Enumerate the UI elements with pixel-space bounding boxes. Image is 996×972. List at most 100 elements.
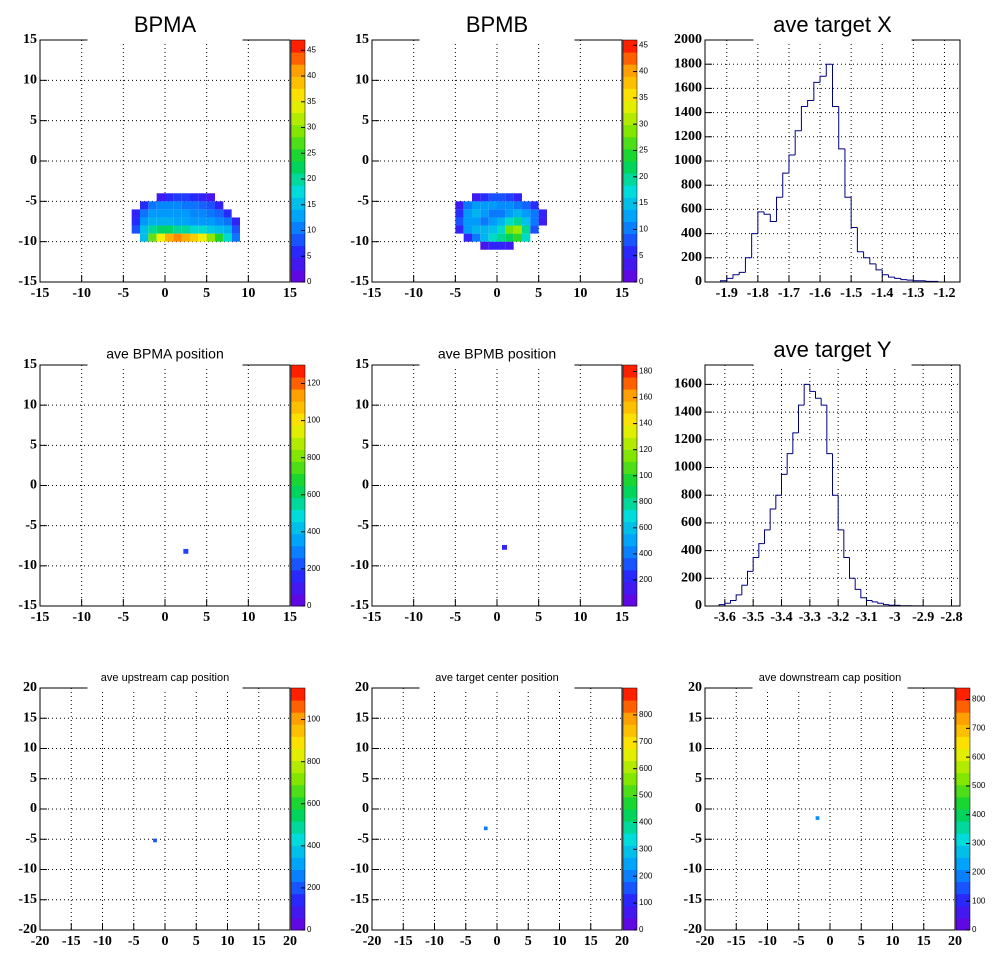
- z-tick-label: 600: [639, 523, 653, 532]
- hist-step: [881, 269, 889, 276]
- hist-step: [888, 604, 895, 606]
- y-tick-label: 0: [30, 801, 37, 816]
- heat-cell: [472, 233, 481, 242]
- color-band: [291, 401, 305, 414]
- x-tick-label: -15: [363, 610, 382, 625]
- x-tick-label: 10: [241, 286, 255, 301]
- y-tick-label: 5: [362, 438, 369, 453]
- heat-cell: [488, 233, 497, 242]
- hist-step: [894, 277, 901, 279]
- x-tick-label: 5: [535, 610, 542, 625]
- x-tick-label: 10: [573, 286, 587, 301]
- z-tick-label: 800: [639, 710, 653, 719]
- z-tick-label: 100: [972, 896, 986, 905]
- z-tick-label: 20: [307, 174, 316, 183]
- color-band: [291, 917, 305, 931]
- color-band: [291, 857, 305, 870]
- color-band: [291, 389, 305, 402]
- color-band: [623, 100, 637, 114]
- heat-cell: [181, 233, 190, 242]
- x-tick-label: -5: [449, 286, 461, 301]
- color-band: [623, 712, 637, 725]
- color-band: [623, 245, 637, 259]
- heat-cell: [505, 201, 514, 210]
- x-tick-label: -3.4: [770, 610, 792, 625]
- hist-step: [786, 453, 793, 475]
- heat-cell: [223, 209, 232, 218]
- hist-step: [809, 384, 816, 392]
- color-band: [291, 569, 305, 583]
- color-bar: [955, 687, 971, 931]
- color-band: [623, 581, 637, 595]
- hist-step: [800, 106, 808, 131]
- hist-step: [763, 211, 771, 215]
- x-tick-label: 10: [553, 934, 567, 949]
- z-tick-label: 15: [307, 200, 316, 209]
- y-tick-label: -5: [357, 518, 369, 533]
- heat-cell: [215, 225, 224, 234]
- x-tick-label: -10: [404, 610, 423, 625]
- color-band: [956, 736, 970, 749]
- color-band: [291, 112, 305, 126]
- hist-step: [724, 602, 731, 605]
- x-tick-label: -10: [404, 286, 423, 301]
- color-band: [291, 461, 305, 474]
- x-tick-label: -5: [460, 934, 472, 949]
- heat-cell: [502, 544, 507, 550]
- y-tick-label: 10: [23, 741, 37, 756]
- heat-cell: [173, 233, 182, 242]
- heat-cell: [198, 233, 207, 242]
- heat-cell: [165, 193, 174, 202]
- y-tick-label: 0: [362, 478, 369, 493]
- y-tick-label: 10: [355, 397, 369, 412]
- heat-cell: [463, 217, 472, 226]
- y-tick-label: 800: [681, 177, 702, 192]
- color-band: [623, 112, 637, 126]
- y-tick-label: 15: [688, 710, 702, 725]
- color-band: [623, 485, 637, 499]
- z-tick-label: 120: [639, 445, 653, 454]
- heat-cell: [513, 225, 522, 234]
- hist-step: [843, 529, 850, 559]
- y-tick-label: -15: [350, 598, 369, 613]
- y-tick-label: -20: [18, 922, 37, 937]
- hist-step: [856, 227, 864, 253]
- heat-cell: [488, 241, 497, 250]
- color-band: [623, 461, 637, 474]
- color-band: [623, 437, 637, 450]
- color-band: [623, 88, 637, 101]
- color-band: [291, 833, 305, 846]
- color-band: [291, 881, 305, 895]
- panel-title: ave target center position: [435, 672, 559, 684]
- x-tick-label: -1.2: [933, 286, 955, 301]
- y-tick-label: 1200: [674, 129, 702, 144]
- x-tick-label: -15: [394, 934, 413, 949]
- color-band: [623, 593, 637, 607]
- hist-step: [820, 398, 827, 406]
- heat-cell: [513, 209, 522, 218]
- color-band: [956, 712, 970, 725]
- panel-title: ave BPMB position: [438, 346, 556, 362]
- color-band: [956, 833, 970, 846]
- x-tick-label: -1.4: [871, 286, 893, 301]
- color-band: [956, 772, 970, 786]
- y-tick-label: -15: [350, 274, 369, 289]
- heat-cell: [153, 838, 157, 843]
- y-tick-label: 1000: [674, 153, 702, 168]
- hist-step: [871, 600, 878, 603]
- heat-cell: [530, 209, 539, 218]
- z-tick-label: 600: [972, 752, 986, 761]
- heat-cell: [497, 193, 506, 202]
- heat-cell: [455, 217, 464, 226]
- y-tick-label: -5: [357, 831, 369, 846]
- color-band: [291, 437, 305, 450]
- z-tick-label: 140: [639, 419, 653, 428]
- z-tick-label: 10: [639, 225, 648, 234]
- z-tick-label: 200: [639, 575, 653, 584]
- heat-cell: [165, 225, 174, 234]
- color-band: [623, 724, 637, 737]
- color-band: [623, 533, 637, 547]
- y-tick-label: 0: [695, 801, 702, 816]
- hist-step: [798, 404, 805, 433]
- color-band: [623, 497, 637, 511]
